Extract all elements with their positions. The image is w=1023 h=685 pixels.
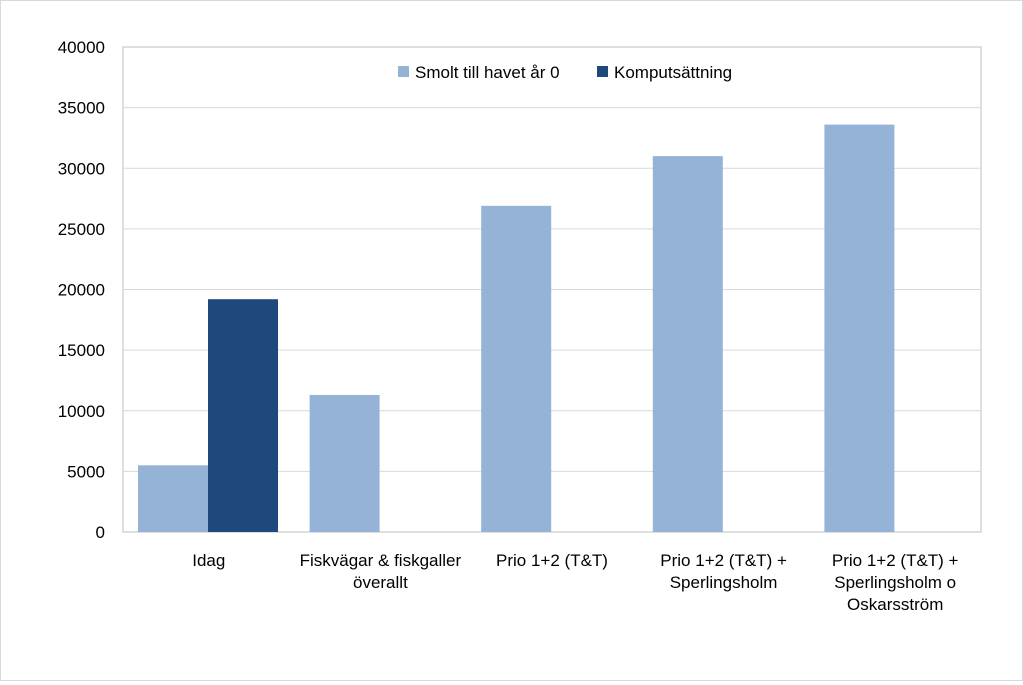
y-tick-label: 40000 bbox=[58, 38, 105, 57]
bar-smolt-2 bbox=[481, 205, 552, 532]
bar-smolt-4 bbox=[824, 124, 895, 532]
x-category-label: Idag bbox=[192, 551, 225, 570]
bar-smolt-0 bbox=[138, 465, 208, 532]
y-tick-label: 0 bbox=[96, 523, 105, 542]
y-axis: 0 5000 10000 15000 20000 25000 30000 35000 40000 bbox=[58, 38, 105, 542]
x-category-label: Fiskvägar & fiskgaller överallt bbox=[300, 551, 462, 592]
legend-label-0: Smolt till havet år 0 bbox=[415, 63, 560, 82]
x-axis: Idag Fiskvägar & fiskgaller överallt Prio 1… bbox=[192, 551, 958, 614]
y-tick-label: 20000 bbox=[58, 281, 105, 300]
y-tick-label: 35000 bbox=[58, 99, 105, 118]
x-category-label: Prio 1+2 (T&T) + Sperlingsholm bbox=[660, 551, 787, 592]
legend-swatch-0 bbox=[398, 66, 409, 77]
y-tick-label: 15000 bbox=[58, 341, 105, 360]
bar-komputsattning-0 bbox=[208, 299, 278, 532]
x-category-label: Prio 1+2 (T&T) + Sperlingsholm o Oskarsstr… bbox=[832, 551, 959, 614]
y-tick-label: 5000 bbox=[67, 462, 105, 481]
y-tick-label: 30000 bbox=[58, 159, 105, 178]
legend-label-1: Komputsättning bbox=[614, 63, 732, 82]
x-category-label: Prio 1+2 (T&T) bbox=[496, 551, 608, 570]
bars bbox=[138, 124, 895, 532]
bar-smolt-1 bbox=[309, 394, 380, 532]
bar-smolt-3 bbox=[652, 156, 723, 532]
y-tick-label: 25000 bbox=[58, 220, 105, 239]
legend: Smolt till havet år 0 Komputsättning bbox=[398, 63, 732, 82]
legend-swatch-1 bbox=[597, 66, 608, 77]
y-tick-label: 10000 bbox=[58, 402, 105, 421]
